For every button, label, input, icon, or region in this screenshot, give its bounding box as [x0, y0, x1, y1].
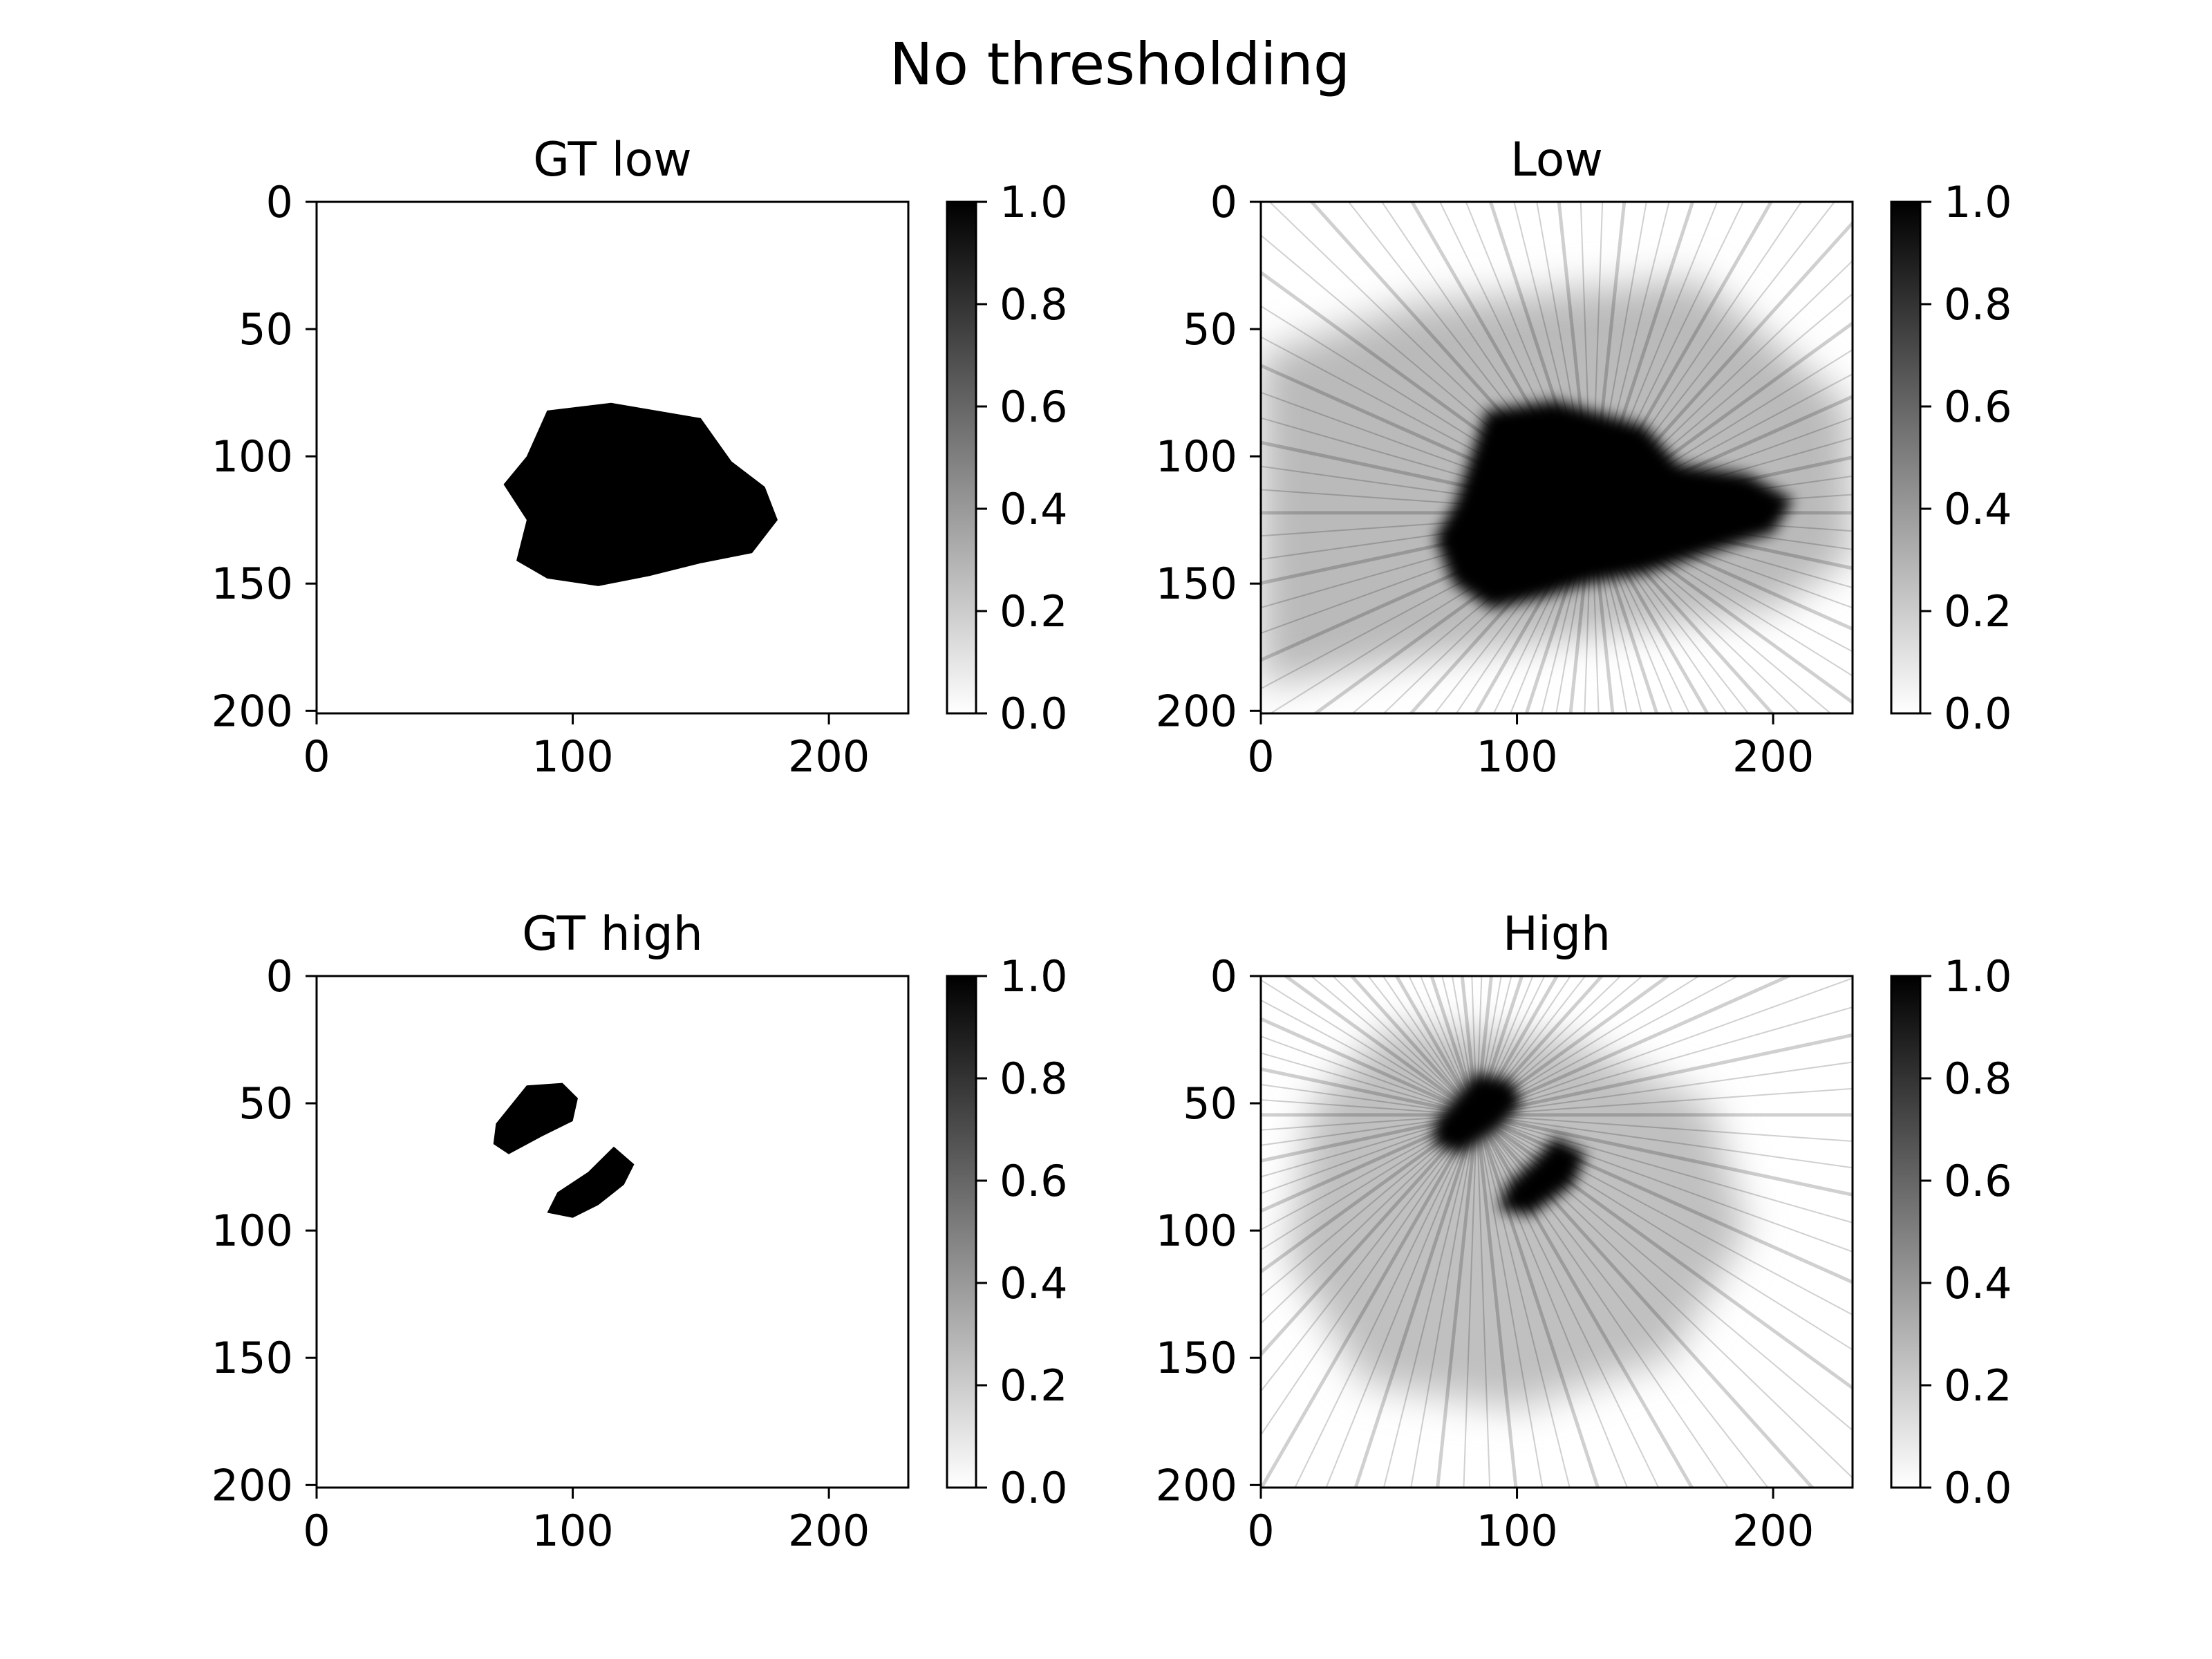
high-y-tick-label: 200 — [1156, 1460, 1237, 1510]
gt-high-colorbar-tick-label: 0.4 — [1000, 1258, 1068, 1309]
high-y-tick-label: 50 — [1183, 1078, 1237, 1129]
high-colorbar-tick-label: 0.6 — [1944, 1156, 2012, 1206]
gt-high-colorbar-tick-label: 0.8 — [1000, 1053, 1068, 1104]
gt-low-colorbar — [946, 200, 977, 715]
gt-low-colorbar-tick-label: 1.0 — [1000, 177, 1068, 227]
high-y-tick-label: 100 — [1156, 1206, 1237, 1256]
high-y-tick-label: 0 — [1210, 951, 1237, 1002]
gt-high-colorbar-tick-label: 0.0 — [1000, 1463, 1068, 1513]
gt-high-x-tick-label: 0 — [303, 1506, 330, 1556]
low-colorbar-tick-label: 0.0 — [1944, 688, 2012, 739]
gt-low-colorbar-tick-label: 0.6 — [1000, 382, 1068, 432]
gt-high-y-tick-label: 200 — [212, 1460, 293, 1510]
high-y-tick-label: 150 — [1156, 1333, 1237, 1383]
high-x-tick-label: 0 — [1247, 1506, 1274, 1556]
high-colorbar-tick-label: 0.4 — [1944, 1258, 2012, 1309]
gt-high-y-tick-label: 100 — [212, 1206, 293, 1256]
low-x-tick-label: 0 — [1247, 731, 1274, 782]
gt-low-colorbar-tick-label: 0.0 — [1000, 688, 1068, 739]
gt-low-x-tick-label: 100 — [532, 731, 613, 782]
gt-low-blob-0 — [503, 402, 778, 586]
gt-high-x-tick-label: 200 — [788, 1506, 870, 1556]
low-colorbar-tick-label: 0.6 — [1944, 382, 2012, 432]
low-title: Low — [1510, 133, 1603, 187]
gt-high-y-tick-label: 0 — [266, 951, 293, 1002]
gt-low-y-tick-label: 100 — [212, 431, 293, 482]
low-colorbar-tick-label: 0.8 — [1944, 279, 2012, 330]
gt-low-x-tick-label: 0 — [303, 731, 330, 782]
low-y-tick-label: 200 — [1156, 686, 1237, 736]
gt-high-y-tick-label: 150 — [212, 1333, 293, 1383]
low-y-tick-label: 100 — [1156, 431, 1237, 482]
high-colorbar — [1890, 975, 1922, 1489]
low-colorbar-tick-label: 0.2 — [1944, 586, 2012, 637]
gt-low-y-tick-label: 0 — [266, 177, 293, 227]
low-y-tick-label: 50 — [1183, 304, 1237, 355]
gt-high-title: GT high — [522, 907, 703, 962]
high-colorbar-tick-label: 1.0 — [1944, 951, 2012, 1002]
gt-high-colorbar-tick-label: 1.0 — [1000, 951, 1068, 1002]
gt-high-blob-0 — [493, 1082, 578, 1154]
gt-high-colorbar — [946, 975, 977, 1489]
gt-low-title: GT low — [533, 133, 692, 187]
gt-high-image — [317, 976, 908, 1488]
high-x-tick-label: 200 — [1732, 1506, 1814, 1556]
gt-high-x-tick-label: 100 — [532, 1506, 613, 1556]
high-colorbar-tick-label: 0.0 — [1944, 1463, 2012, 1513]
gt-low-y-tick-label: 50 — [238, 304, 293, 355]
gt-high-blob-1 — [547, 1146, 635, 1218]
high-title: High — [1503, 907, 1611, 962]
gt-low-x-tick-label: 200 — [788, 731, 870, 782]
gt-low-colorbar-tick-label: 0.2 — [1000, 586, 1068, 637]
gt-high-y-tick-label: 50 — [238, 1078, 293, 1129]
low-y-tick-label: 150 — [1156, 559, 1237, 609]
high-image — [1261, 976, 1853, 1488]
high-blob-1 — [1499, 1136, 1586, 1216]
low-blob-0 — [1435, 400, 1794, 610]
gt-high-colorbar-tick-label: 0.2 — [1000, 1360, 1068, 1411]
gt-low-axes-frame — [315, 200, 910, 715]
high-blob-0 — [1432, 1072, 1522, 1154]
gt-low-y-tick-label: 200 — [212, 686, 293, 736]
gt-low-colorbar-tick-label: 0.8 — [1000, 279, 1068, 330]
low-image — [1261, 202, 1853, 713]
gt-low-y-tick-label: 150 — [212, 559, 293, 609]
gt-low-image — [317, 202, 908, 713]
gt-low-colorbar-tick-label: 0.4 — [1000, 484, 1068, 534]
low-colorbar-tick-label: 0.4 — [1944, 484, 2012, 534]
low-axes-frame — [1259, 200, 1854, 715]
low-colorbar — [1890, 200, 1922, 715]
gt-high-axes-frame — [315, 975, 910, 1489]
low-x-tick-label: 100 — [1476, 731, 1557, 782]
gt-high-background — [317, 976, 908, 1488]
high-x-tick-label: 100 — [1476, 1506, 1557, 1556]
high-halo-0 — [1286, 1027, 1748, 1409]
high-axes-frame — [1259, 975, 1854, 1489]
low-x-tick-label: 200 — [1732, 731, 1814, 782]
high-colorbar-tick-label: 0.8 — [1944, 1053, 2012, 1104]
figure-title: No thresholding — [890, 30, 1350, 98]
low-colorbar-tick-label: 1.0 — [1944, 177, 2012, 227]
low-y-tick-label: 0 — [1210, 177, 1237, 227]
high-colorbar-tick-label: 0.2 — [1944, 1360, 2012, 1411]
gt-high-colorbar-tick-label: 0.6 — [1000, 1156, 1068, 1206]
